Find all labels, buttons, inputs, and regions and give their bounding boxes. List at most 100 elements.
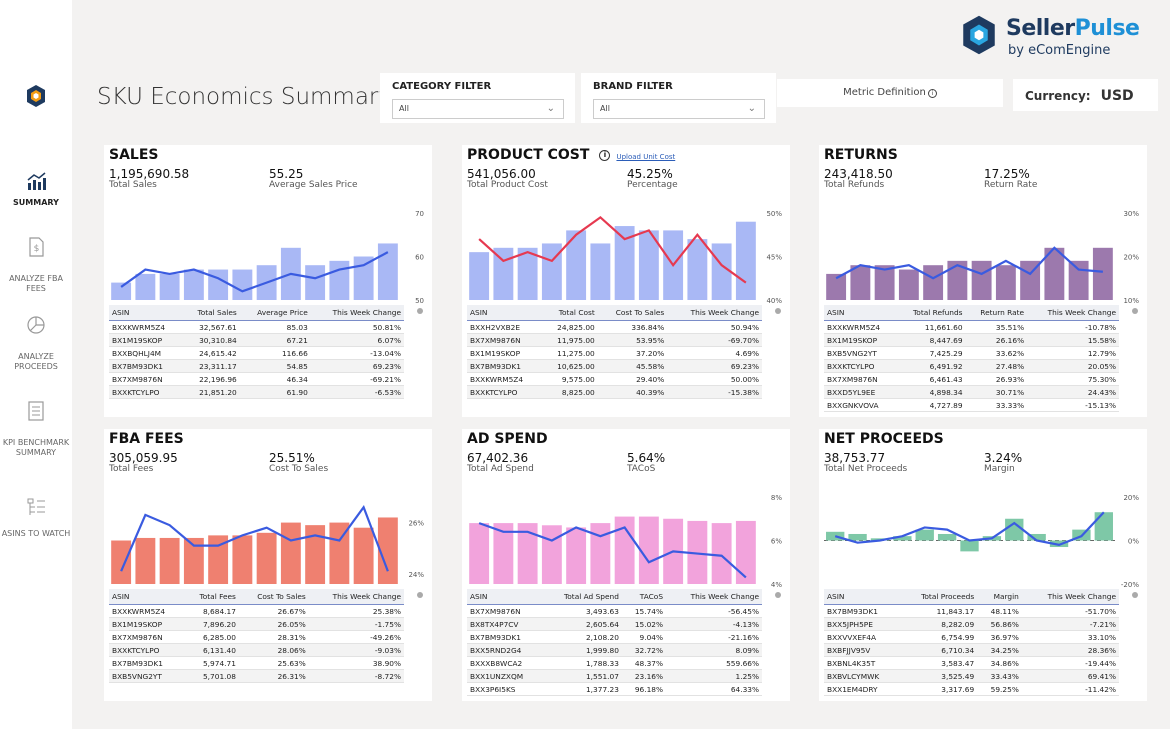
kpi-secondary-label: Margin	[984, 464, 1015, 474]
table-row[interactable]: BXBNL4K35T 3,583.47 34.86% -19.44%	[824, 656, 1119, 670]
table-row[interactable]: BXX3P6I5KS 1,377.23 96.18% 64.33%	[467, 682, 762, 696]
table-row[interactable]: BX7BM93DK1 5,974.71 25.63% 38.90%	[109, 656, 404, 670]
table-row[interactable]: BX1M19SKOP 11,275.00 37.20% 4.69%	[467, 346, 762, 360]
table-row[interactable]: BXXBQHLJ4M 24,615.42 116.66 -13.04%	[109, 346, 404, 360]
table-row[interactable]: BXXKTCYLPO 6,491.92 27.48% 20.05%	[824, 359, 1119, 373]
more-options-icon[interactable]	[417, 592, 423, 598]
column-header[interactable]: This Week Change	[667, 305, 762, 321]
column-header[interactable]: This Week Change	[308, 589, 404, 605]
table-row[interactable]: BX7XM9876N 11,975.00 53.95% -69.70%	[467, 333, 762, 347]
chart-bar	[1005, 518, 1024, 541]
kpi-primary-label: Total Product Cost	[467, 180, 548, 190]
table-row[interactable]: BXX1UNZXQM 1,551.07 23.16% 1.25%	[467, 669, 762, 683]
kpi-primary-value: 1,195,690.58	[109, 167, 190, 181]
column-header[interactable]: Total Cost	[542, 305, 598, 321]
column-header[interactable]: ASIN	[467, 589, 544, 605]
table-row[interactable]: BX1M19SKOP 7,896.20 26.05% -1.75%	[109, 617, 404, 631]
table-row[interactable]: BX7BM93DK1 2,108.20 9.04% -21.16%	[467, 630, 762, 644]
chart-line	[478, 215, 747, 284]
table-row[interactable]: BXXH2VXB2E 24,825.00 336.84% 50.94%	[467, 320, 762, 334]
column-header[interactable]: This Week Change	[1021, 589, 1119, 605]
dollar-document-icon: $	[29, 237, 44, 257]
more-options-icon[interactable]	[417, 308, 423, 314]
column-header[interactable]: This Week Change	[310, 305, 404, 321]
table-row[interactable]: BXBVLCYMWK 3,525.49 33.43% 69.41%	[824, 669, 1119, 683]
table-row[interactable]: BX7BM93DK1 10,625.00 45.58% 69.23%	[467, 359, 762, 373]
table-cell: BXBNL4K35T	[824, 656, 901, 670]
table-row[interactable]: BX7XM9876N 6,461.43 26.93% 75.30%	[824, 372, 1119, 386]
panel-ad-spend: AD SPEND 67,402.36 Total Ad Spend 5.64% …	[462, 429, 790, 701]
table-row[interactable]: BX7XM9876N 3,493.63 15.74% -56.45%	[467, 604, 762, 618]
table-row[interactable]: BX7XM9876N 22,196.96 46.34 -69.21%	[109, 372, 404, 386]
table-row[interactable]: BXX5JPH5PE 8,282.09 56.86% -7.21%	[824, 617, 1119, 631]
table-cell: -15.13%	[1027, 398, 1119, 412]
table-row[interactable]: BXXGNKVOVA 4,727.89 33.33% -15.13%	[824, 398, 1119, 412]
column-header[interactable]: Cost To Sales	[238, 589, 309, 605]
table-row[interactable]: BX7XM9876N 6,285.00 28.31% -49.26%	[109, 630, 404, 644]
brand-filter-select[interactable]: All ⌄	[593, 99, 765, 119]
column-header[interactable]: ASIN	[824, 589, 901, 605]
column-header[interactable]: Return Rate	[965, 305, 1028, 321]
more-options-icon[interactable]	[775, 308, 781, 314]
nav-asins-to-watch[interactable]: ASINS TO WATCH	[0, 497, 72, 539]
info-icon[interactable]: i	[599, 149, 611, 161]
table-row[interactable]: BXXXB8WCA2 1,788.33 48.37% 559.66%	[467, 656, 762, 670]
table-cell: BX7BM93DK1	[109, 656, 185, 670]
nav-analyze-fba-fees[interactable]: $ ANALYZE FBA FEES	[0, 236, 72, 294]
table-row[interactable]: BX8TX4P7CV 2,605.64 15.02% -4.13%	[467, 617, 762, 631]
metric-definition-button[interactable]: Metric Definition i	[777, 79, 1003, 107]
table-row[interactable]: BXXVVXEF4A 6,754.99 36.97% 33.10%	[824, 630, 1119, 644]
column-header[interactable]: Margin	[977, 589, 1022, 605]
column-header[interactable]: Average Price	[239, 305, 311, 321]
table-row[interactable]: BXXKTCYLPO 21,851.20 61.90 -6.53%	[109, 385, 404, 399]
upload-unit-cost-link[interactable]: Upload Unit Cost	[616, 153, 676, 161]
column-header[interactable]: Cost To Sales	[597, 305, 668, 321]
column-header[interactable]: Total Sales	[183, 305, 240, 321]
column-header[interactable]: This Week Change	[666, 589, 762, 605]
table-cell: 25.38%	[308, 604, 404, 618]
table-row[interactable]: BXXKWRM5Z4 11,661.60 35.51% -10.78%	[824, 320, 1119, 334]
table-cell: 1,999.80	[543, 643, 622, 657]
table-row[interactable]: BXX1EM4DRY 3,317.69 59.25% -11.42%	[824, 682, 1119, 696]
table-row[interactable]: BXXKWRM5Z4 32,567.61 85.03 50.81%	[109, 320, 404, 334]
combo-chart: 30% 20% 10%	[826, 210, 1139, 305]
table-row[interactable]: BX7BM93DK1 23,311.17 54.85 69.23%	[109, 359, 404, 373]
table-row[interactable]: BXXKWRM5Z4 9,575.00 29.40% 50.00%	[467, 372, 762, 386]
table-row[interactable]: BXXKTCYLPO 8,825.00 40.39% -15.38%	[467, 385, 762, 399]
table-row[interactable]: BX1M19SKOP 8,447.69 26.16% 15.58%	[824, 333, 1119, 347]
table-cell: 3,317.69	[900, 682, 978, 696]
column-header[interactable]: ASIN	[109, 589, 185, 605]
column-header[interactable]: Total Fees	[184, 589, 239, 605]
table-row[interactable]: BXB5VNG2YT 7,425.29 33.62% 12.79%	[824, 346, 1119, 360]
category-filter-select[interactable]: All ⌄	[392, 99, 564, 119]
column-header[interactable]: ASIN	[824, 305, 897, 321]
column-header[interactable]: ASIN	[467, 305, 543, 321]
nav-summary[interactable]: SUMMARY	[0, 170, 72, 208]
column-header[interactable]: Total Proceeds	[900, 589, 978, 605]
table-row[interactable]: BX7BM93DK1 11,843.17 48.11% -51.70%	[824, 604, 1119, 618]
table-row[interactable]: BXXD5YL9EE 4,898.34 30.71% 24.43%	[824, 385, 1119, 399]
nav-analyze-proceeds[interactable]: ANALYZE PROCEEDS	[0, 314, 72, 372]
kpi-primary-value: 305,059.95	[109, 451, 178, 465]
table-row[interactable]: BXBFJJV95V 6,710.34 34.25% 28.36%	[824, 643, 1119, 657]
table-row[interactable]: BXB5VNG2YT 5,701.08 26.31% -8.72%	[109, 669, 404, 683]
column-header[interactable]: Total Refunds	[896, 305, 966, 321]
table-row[interactable]: BX1M19SKOP 30,310.84 67.21 6.07%	[109, 333, 404, 347]
table-cell: 6,131.40	[184, 643, 239, 657]
table-cell: 27.48%	[965, 359, 1028, 373]
chart-bar	[937, 533, 957, 541]
column-header[interactable]: This Week Change	[1027, 305, 1119, 321]
table-row[interactable]: BXXKTCYLPO 6,131.40 28.06% -9.03%	[109, 643, 404, 657]
chart-bar	[898, 269, 919, 300]
table-cell: BXX1EM4DRY	[824, 682, 901, 696]
column-header[interactable]: ASIN	[109, 305, 184, 321]
more-options-icon[interactable]	[775, 592, 781, 598]
more-options-icon[interactable]	[1132, 308, 1138, 314]
nav-kpi-benchmark-summary[interactable]: KPI BENCHMARK SUMMARY	[0, 400, 72, 458]
column-header[interactable]: TACoS	[621, 589, 667, 605]
more-options-icon[interactable]	[1132, 592, 1138, 598]
table-row[interactable]: BXX5RND2G4 1,999.80 32.72% 8.09%	[467, 643, 762, 657]
column-header[interactable]: Total Ad Spend	[543, 589, 622, 605]
table-row[interactable]: BXXKWRM5Z4 8,684.17 26.67% 25.38%	[109, 604, 404, 618]
chart-bar	[1068, 260, 1089, 300]
